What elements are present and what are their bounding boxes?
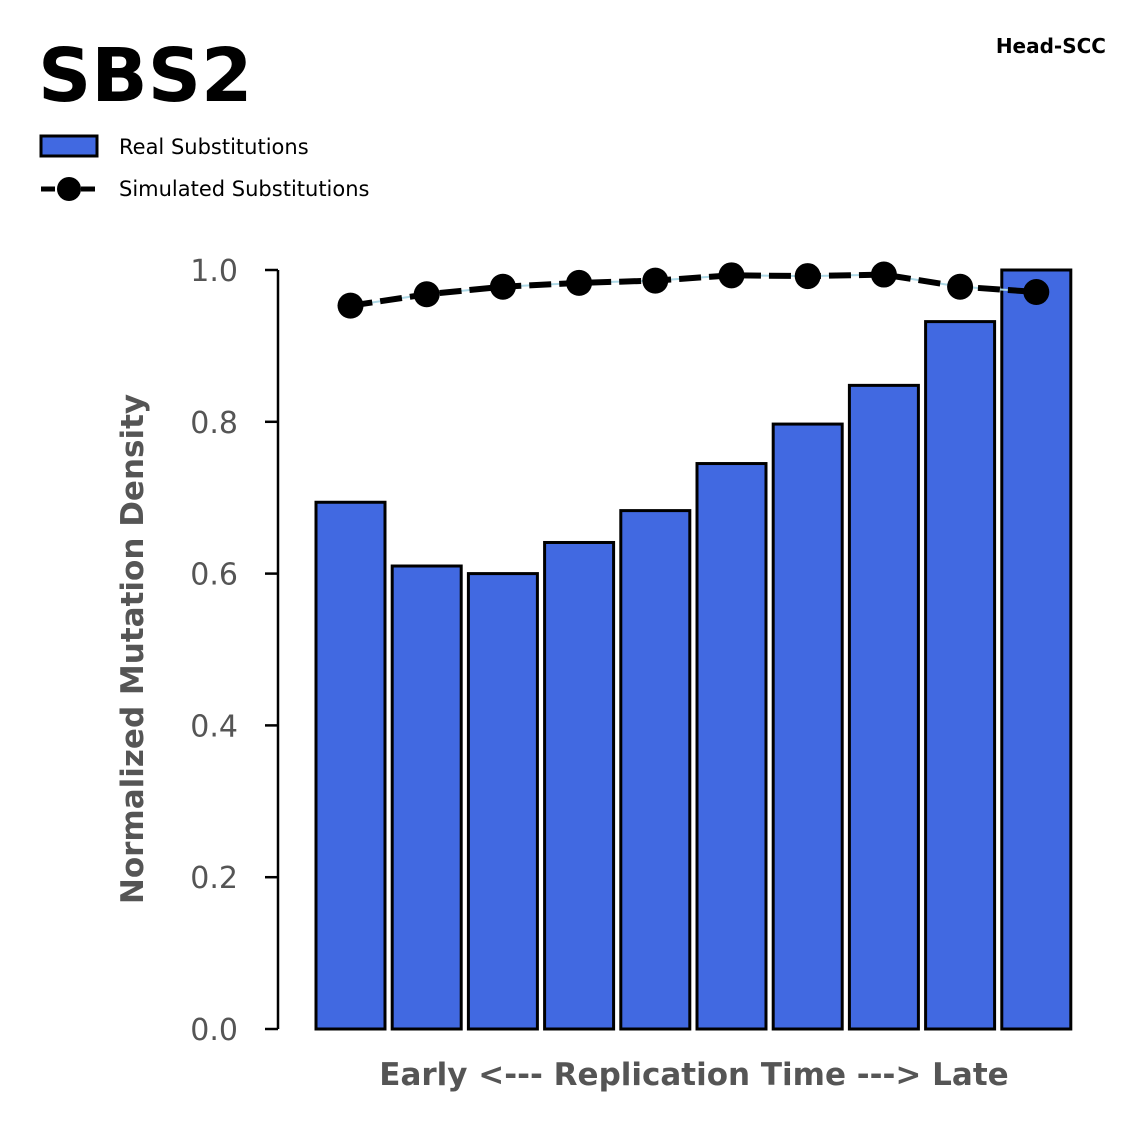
bar [314,500,387,1031]
bar [619,509,692,1031]
simulated-point [566,269,593,296]
simulated-point [337,292,364,319]
simulated-point [718,262,745,289]
simulated-point [413,281,440,308]
y-tick-label: 0.0 [190,1013,238,1048]
chart-subtitle: Head-SCC [996,34,1106,58]
x-axis-label: Early <--- Replication Time ---> Late [379,1057,1008,1093]
bar [466,572,539,1031]
simulated-point [489,273,516,300]
y-tick-label: 0.8 [190,406,238,441]
simulated-point [794,263,821,290]
legend-swatch-real [39,134,99,158]
bar [695,462,768,1031]
bars [314,268,1073,1031]
legend-label-simulated: Simulated Substitutions [119,177,369,201]
bar [1000,268,1073,1031]
simulated-point [642,267,669,294]
simulated-point [1023,279,1050,306]
simulated-point [947,273,974,300]
simulated-point [870,261,897,288]
bar [924,320,997,1031]
y-tick-label: 0.4 [190,709,238,744]
y-tick-label: 1.0 [190,254,238,289]
y-tick-label: 0.2 [190,861,238,896]
y-axis-label: Normalized Mutation Density [115,394,151,904]
legend: Real Substitutions Simulated Substitutio… [39,134,369,201]
simulated-line-path [350,271,1037,309]
bar [847,383,920,1031]
y-axis: 0.0 0.2 0.4 0.6 0.8 1.0 [190,254,280,1048]
chart-title: SBS2 [38,33,252,119]
legend-label-real: Real Substitutions [119,135,309,159]
bar [543,540,616,1031]
bar [390,564,463,1031]
y-tick-label: 0.6 [190,558,238,593]
bar [771,422,844,1031]
legend-marker-simulated [57,177,81,201]
simulated-line [337,261,1050,319]
